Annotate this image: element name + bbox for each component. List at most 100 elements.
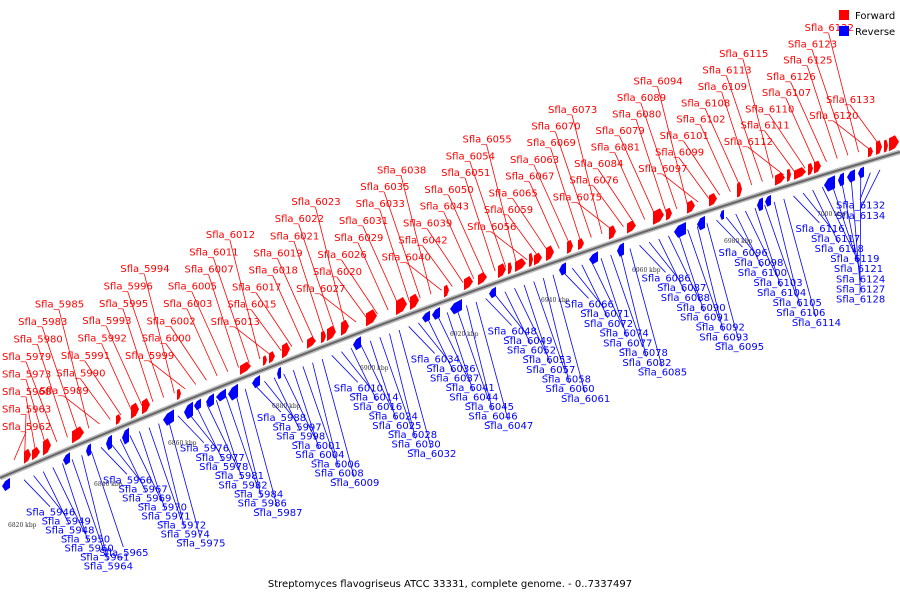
reverse-gene-arrow (422, 310, 430, 323)
reverse-gene-arrow (720, 209, 724, 221)
gene-label: Sfla_6094 (634, 77, 683, 88)
reverse-gene-arrow (489, 286, 496, 299)
reverse-label-connector (206, 403, 240, 471)
gene-label: Sfla_6020 (313, 267, 362, 278)
reverse-gene-arrow (674, 221, 686, 238)
reverse-label-connector (244, 388, 278, 507)
gene-label: Sfla_6027 (296, 284, 345, 295)
reverse-gene-arrow (765, 194, 771, 207)
reverse-label-connector (341, 351, 374, 392)
reverse-label-connector (850, 178, 861, 284)
forward-label-connector (276, 258, 314, 339)
gene-label: Sfla_6091 (680, 313, 729, 324)
forward-label-connector (383, 192, 421, 299)
reverse-label-connector (398, 329, 432, 449)
reverse-label-connector (379, 337, 413, 430)
forward-gene-arrow (24, 448, 31, 464)
axis-line (0, 151, 900, 479)
forward-label-connector (619, 135, 656, 217)
gene-label: Sfla_6074 (599, 329, 648, 340)
label-connector-layer (13, 33, 881, 561)
gene-label: Sfla_6002 (146, 316, 195, 327)
reverse-gene-arrow (353, 336, 361, 351)
forward-label-connector (148, 360, 186, 390)
reverse-label-connector (90, 451, 124, 548)
forward-label-connector (37, 344, 68, 438)
gene-label: Sfla_6010 (334, 383, 383, 394)
forward-label-connector (25, 396, 36, 451)
gene-label: Sfla_6053 (523, 355, 572, 366)
forward-label-connector (186, 308, 218, 377)
forward-label-connector (726, 75, 763, 182)
forward-gene-arrow (142, 398, 150, 415)
reverse-gene-arrow (228, 383, 238, 401)
gene-label: Sfla_6109 (698, 82, 747, 93)
reverse-label-connector (744, 210, 778, 278)
forward-label-connector (25, 361, 58, 442)
gene-label: Sfla_6040 (382, 252, 431, 263)
forward-label-connector (764, 130, 795, 172)
reverse-label-connector (139, 431, 166, 511)
gene-label: Sfla_5971 (141, 511, 190, 522)
forward-gene-arrow (43, 438, 51, 456)
forward-label-connector (768, 114, 806, 169)
forward-label-connector (486, 144, 517, 264)
gene-label: Sfla_6115 (719, 49, 768, 60)
gene-label: Sfla_6028 (388, 430, 437, 441)
forward-gene-arrow (868, 146, 873, 158)
forward-label-connector (747, 146, 785, 176)
forward-gene-arrow (609, 225, 616, 240)
gene-label: Sfla_6126 (767, 72, 816, 83)
forward-gene-arrow (72, 426, 84, 444)
gene-label: Sfla_6081 (591, 143, 640, 154)
forward-label-connector (576, 201, 613, 231)
forward-label-connector (170, 326, 207, 381)
kbp-tick-label: 6880 kbp (272, 403, 301, 410)
reverse-gene-arrow (757, 197, 763, 212)
forward-label-connector (293, 241, 325, 335)
gene-label: Sfla_5950 (61, 534, 110, 545)
reverse-label-connector (821, 186, 855, 254)
forward-gene-arrow (653, 208, 664, 225)
reverse-label-connector (648, 241, 682, 283)
forward-label-connector (41, 326, 79, 433)
reverse-label-connector (793, 195, 820, 224)
forward-label-connector (662, 173, 699, 203)
reverse-label-connector (235, 392, 262, 498)
legend-forward-label: Forward (855, 11, 895, 22)
forward-label-connector (357, 242, 389, 311)
gene-label: Sfla_6006 (311, 459, 360, 470)
gene-label: Sfla_6073 (548, 105, 597, 116)
forward-gene-arrow (814, 160, 821, 174)
gene-label: Sfla_6015 (227, 300, 276, 311)
gene-label: Sfla_6078 (619, 348, 668, 359)
gene-label: Sfla_6060 (545, 384, 594, 395)
reverse-gene-arrow (252, 375, 260, 389)
reverse-label-connector (350, 347, 378, 402)
forward-gene-arrow (884, 139, 888, 153)
kbp-tick-label: 6960 kbp (632, 267, 661, 274)
reverse-label-connector (225, 396, 259, 489)
gene-label: Sfla_6056 (467, 222, 516, 233)
forward-label-connector (422, 245, 453, 287)
reverse-label-connector (514, 288, 547, 355)
forward-label-connector (315, 207, 346, 327)
gene-label: Sfla_6038 (377, 165, 426, 176)
reverse-label-connector (110, 443, 143, 484)
reverse-gene-arrow (450, 298, 462, 315)
forward-gene-arrow (341, 319, 349, 336)
gene-label: Sfla_6105 (773, 298, 822, 309)
gene-label: Sfla_5995 (99, 299, 148, 310)
gene-label: Sfla_6059 (484, 205, 533, 216)
reverse-label-connector (466, 305, 493, 411)
gene-label: Sfla_6067 (505, 172, 554, 183)
reverse-label-connector (494, 294, 528, 336)
forward-gene-arrow (578, 238, 584, 251)
forward-label-connector (101, 343, 132, 411)
forward-gene-arrow (508, 262, 512, 275)
gene-label: Sfla_5983 (18, 317, 67, 328)
gene-label: Sfla_6042 (398, 235, 447, 246)
gene-label: Sfla_6043 (420, 202, 469, 213)
forward-label-connector (614, 152, 646, 220)
gene-label: Sfla_5980 (13, 334, 62, 345)
